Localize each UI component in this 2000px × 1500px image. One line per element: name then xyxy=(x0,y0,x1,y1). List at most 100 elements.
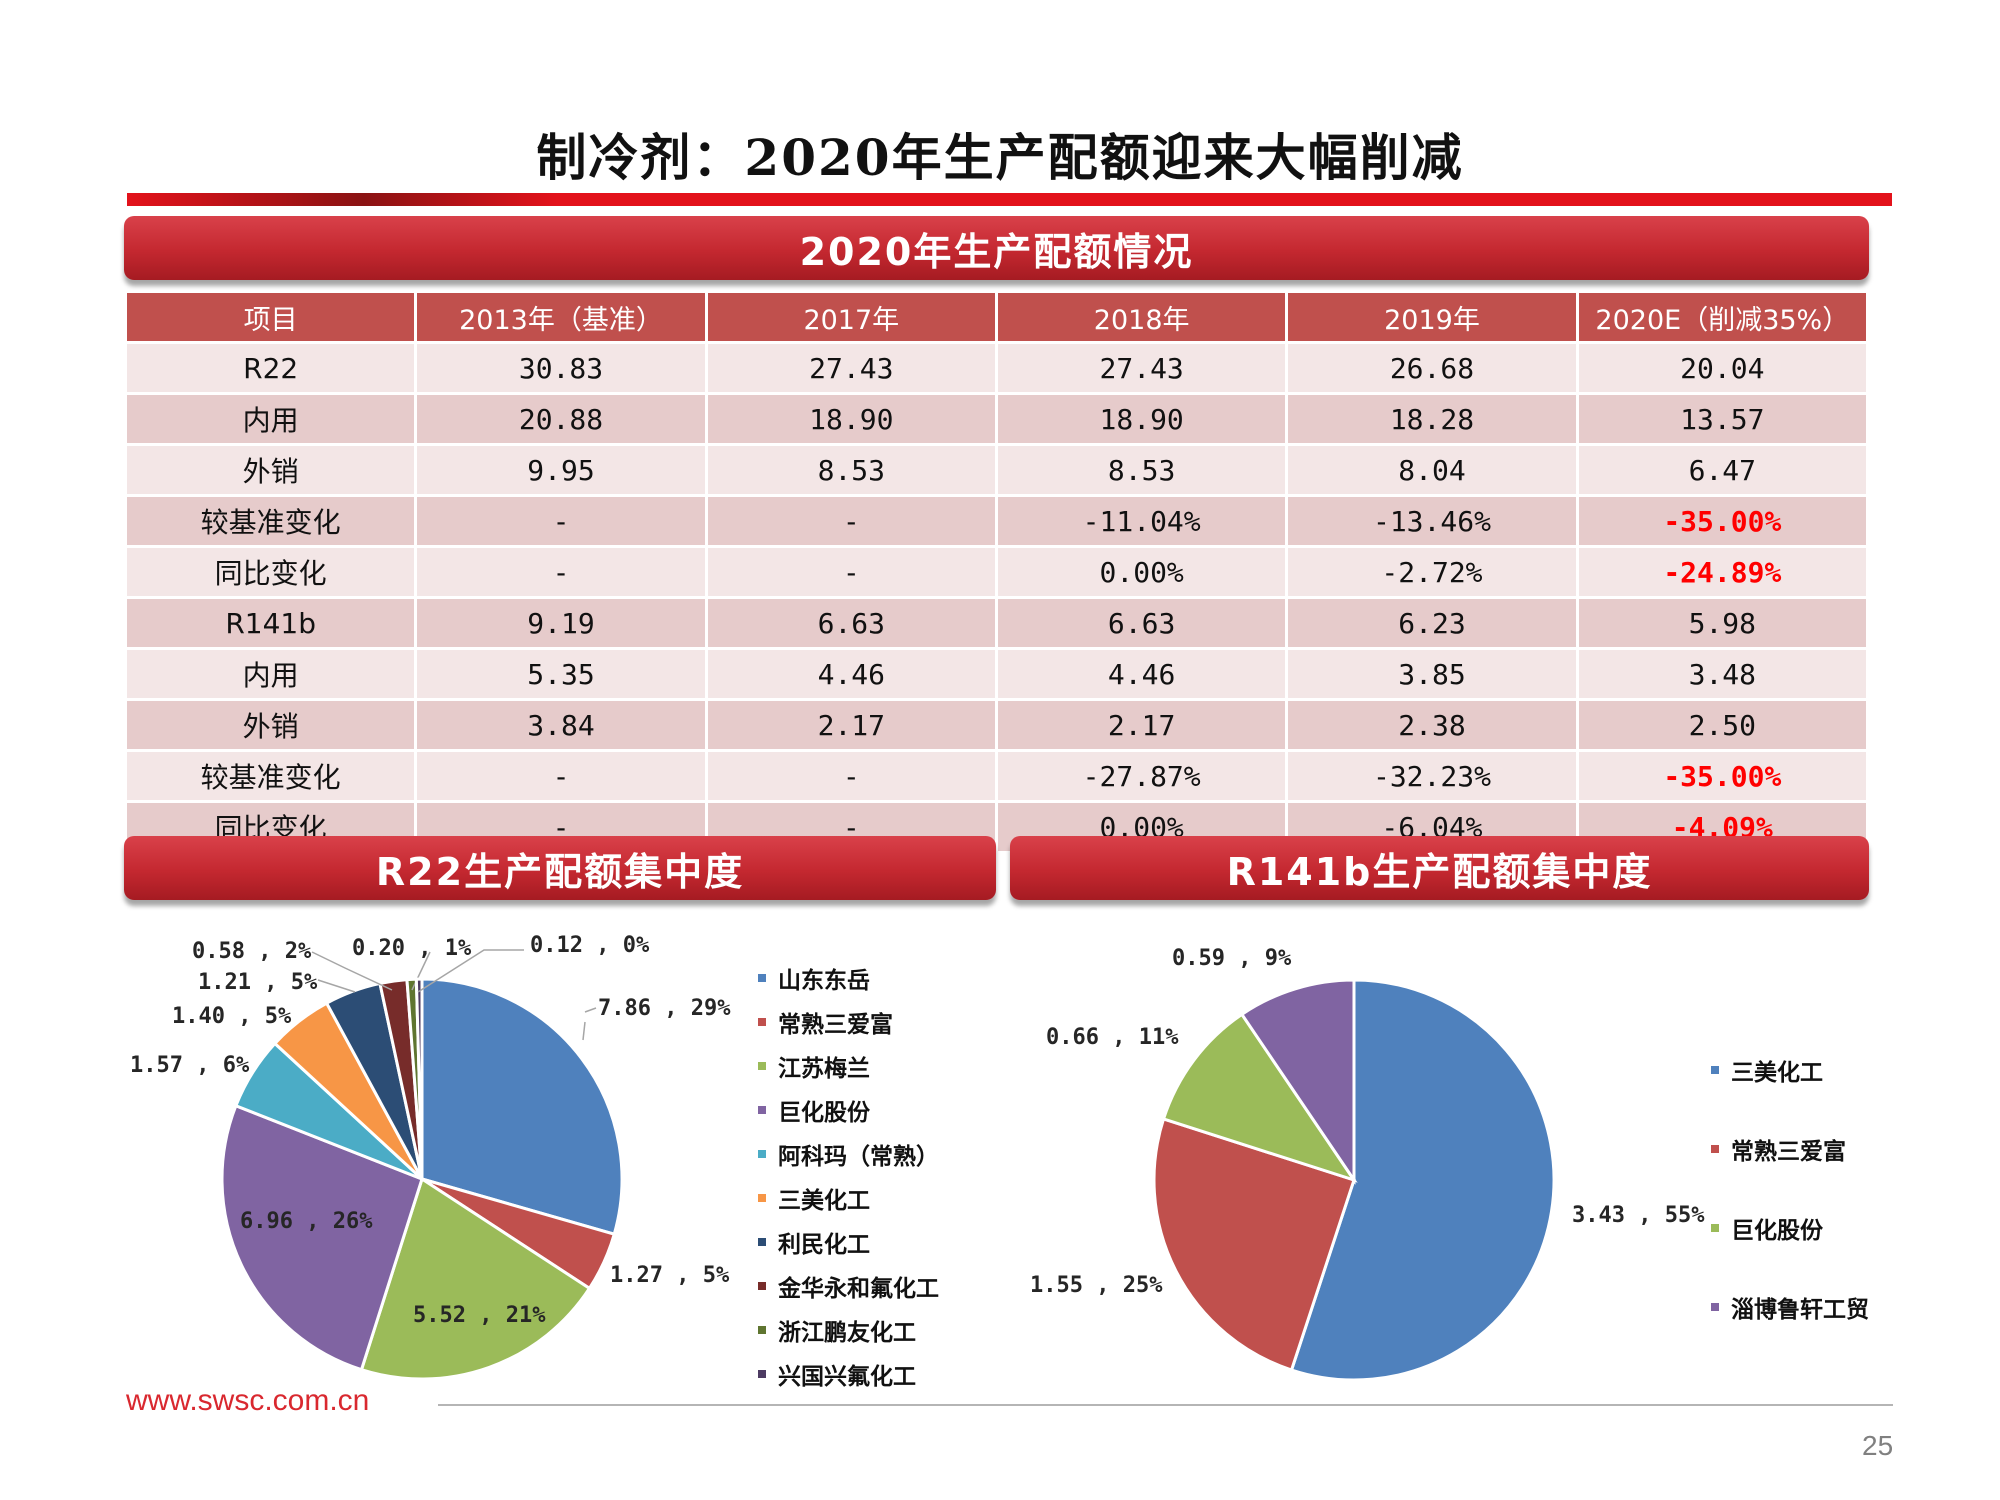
quota-table-banner: 2020年生产配额情况 xyxy=(124,216,1869,280)
r141b-legend: 三美化工 常熟三爱富 巨化股份 淄博鲁轩工贸 xyxy=(1711,1030,1869,1346)
table-cell: - xyxy=(707,497,995,545)
table-header-cell: 2017年 xyxy=(707,293,995,341)
table-cell: 9.19 xyxy=(417,599,705,647)
row-label-cell: 同比变化 xyxy=(127,548,415,596)
legend-label: 利民化工 xyxy=(778,1231,870,1258)
legend-label: 江苏梅兰 xyxy=(778,1055,870,1082)
legend-item: 浙江鹏友化工 xyxy=(758,1308,939,1352)
table-header-cell: 2013年（基准） xyxy=(417,293,705,341)
data-label: 0.12 , 0% xyxy=(530,933,650,958)
table-cell: 0.00% xyxy=(997,548,1286,596)
data-label: 7.86 , 29% xyxy=(598,996,731,1021)
legend-item: 常熟三爱富 xyxy=(758,1000,939,1044)
pie-slice xyxy=(1161,1012,1358,1183)
legend-swatch xyxy=(758,1238,766,1246)
data-label: 1.27 , 5% xyxy=(610,1263,730,1288)
table-cell: 20.88 xyxy=(417,395,705,443)
legend-item: 山东东岳 xyxy=(758,956,939,1000)
table-cell: 30.83 xyxy=(417,344,705,392)
leader-line xyxy=(311,951,393,991)
pie-slice xyxy=(414,977,424,1180)
table-cell: -35.00% xyxy=(1578,497,1866,545)
legend-label: 阿科玛（常熟） xyxy=(778,1143,939,1170)
table-row: 外销 9.95 8.53 8.53 8.04 6.47 xyxy=(127,446,1866,494)
table-cell: 6.63 xyxy=(707,599,995,647)
pie-slice xyxy=(220,1103,424,1372)
table-cell: -13.46% xyxy=(1288,497,1576,545)
legend-swatch xyxy=(758,1370,766,1378)
table-row: R141b 9.19 6.63 6.63 6.23 5.98 xyxy=(127,599,1866,647)
legend-item: 巨化股份 xyxy=(758,1088,939,1132)
table-cell: 26.68 xyxy=(1288,344,1576,392)
title-underline xyxy=(127,193,1892,206)
legend-swatch xyxy=(1711,1223,1719,1232)
legend-swatch xyxy=(758,1062,766,1070)
legend-swatch xyxy=(758,1326,766,1334)
table-row: 较基准变化 - - -11.04% -13.46% -35.00% xyxy=(127,497,1866,545)
table-cell: - xyxy=(417,752,705,800)
row-label-cell: 内用 xyxy=(127,650,415,698)
footer-url[interactable]: www.swsc.com.cn xyxy=(126,1384,370,1417)
table-cell: 4.46 xyxy=(997,650,1286,698)
table-cell: - xyxy=(707,752,995,800)
table-cell: - xyxy=(417,497,705,545)
table-cell: 13.57 xyxy=(1578,395,1866,443)
data-label: 5.52 , 21% xyxy=(413,1303,546,1328)
table-header-cell: 2018年 xyxy=(997,293,1286,341)
leader-line xyxy=(317,979,356,993)
table-header-cell: 2020E（削减35%） xyxy=(1578,293,1866,341)
table-row: 内用 5.35 4.46 4.46 3.85 3.48 xyxy=(127,650,1866,698)
footer-divider xyxy=(438,1404,1893,1406)
table-cell: 8.53 xyxy=(997,446,1286,494)
pie-slice xyxy=(359,1176,592,1381)
data-label: 0.58 , 2% xyxy=(192,939,312,964)
data-label: 1.40 , 5% xyxy=(172,1004,292,1029)
table-cell: 3.48 xyxy=(1578,650,1866,698)
table-row: 同比变化 - -0.00% -2.72% -24.89% xyxy=(127,548,1866,596)
legend-item: 江苏梅兰 xyxy=(758,1044,939,1088)
table-cell: - xyxy=(417,548,705,596)
legend-item: 金华永和氟化工 xyxy=(758,1264,939,1308)
page-title: 制冷剂：2020年生产配额迎来大幅削减 xyxy=(536,128,1464,187)
data-label: 1.21 , 5% xyxy=(198,970,318,995)
legend-swatch xyxy=(758,974,766,982)
row-label-cell: 较基准变化 xyxy=(127,497,415,545)
legend-label: 淄博鲁轩工贸 xyxy=(1731,1295,1869,1323)
table-cell: 18.90 xyxy=(707,395,995,443)
pie-slice xyxy=(1152,1117,1356,1372)
table-row: 内用 20.88 18.90 18.90 18.28 13.57 xyxy=(127,395,1866,443)
legend-label: 巨化股份 xyxy=(778,1099,870,1126)
pie-slice xyxy=(420,977,624,1237)
table-cell: -27.87% xyxy=(997,752,1286,800)
table-cell: 8.04 xyxy=(1288,446,1576,494)
legend-label: 常熟三爱富 xyxy=(778,1011,893,1038)
table-cell: -11.04% xyxy=(997,497,1286,545)
table-cell: 2.38 xyxy=(1288,701,1576,749)
table-cell: -32.23% xyxy=(1288,752,1576,800)
legend-label: 兴国兴氟化工 xyxy=(778,1363,916,1390)
row-label-cell: 内用 xyxy=(127,395,415,443)
legend-swatch xyxy=(758,1106,766,1114)
legend-swatch xyxy=(1711,1144,1719,1153)
table-row: 外销 3.84 2.17 2.17 2.38 2.50 xyxy=(127,701,1866,749)
data-label: 3.43 , 55% xyxy=(1572,1203,1705,1228)
table-cell: 6.23 xyxy=(1288,599,1576,647)
table-cell: 20.04 xyxy=(1578,344,1866,392)
legend-label: 三美化工 xyxy=(778,1187,870,1214)
table-cell: 8.53 xyxy=(707,446,995,494)
title-underline-accent xyxy=(127,193,557,206)
row-label-cell: R22 xyxy=(127,344,415,392)
r22-legend: 山东东岳常熟三爱富江苏梅兰巨化股份阿科玛（常熟） 三美化工利民化工金华永和氟化工浙… xyxy=(758,956,939,1396)
legend-swatch xyxy=(1711,1302,1719,1311)
legend-label: 三美化工 xyxy=(1731,1058,1823,1086)
table-cell: 4.46 xyxy=(707,650,995,698)
table-cell: 2.50 xyxy=(1578,701,1866,749)
legend-swatch xyxy=(758,1194,766,1202)
row-label-cell: 外销 xyxy=(127,446,415,494)
r22-chart-banner: R22生产配额集中度 xyxy=(124,836,996,900)
table-cell: 5.98 xyxy=(1578,599,1866,647)
leader-line xyxy=(417,949,524,993)
legend-label: 金华永和氟化工 xyxy=(778,1275,939,1302)
legend-item: 巨化股份 xyxy=(1711,1188,1869,1267)
